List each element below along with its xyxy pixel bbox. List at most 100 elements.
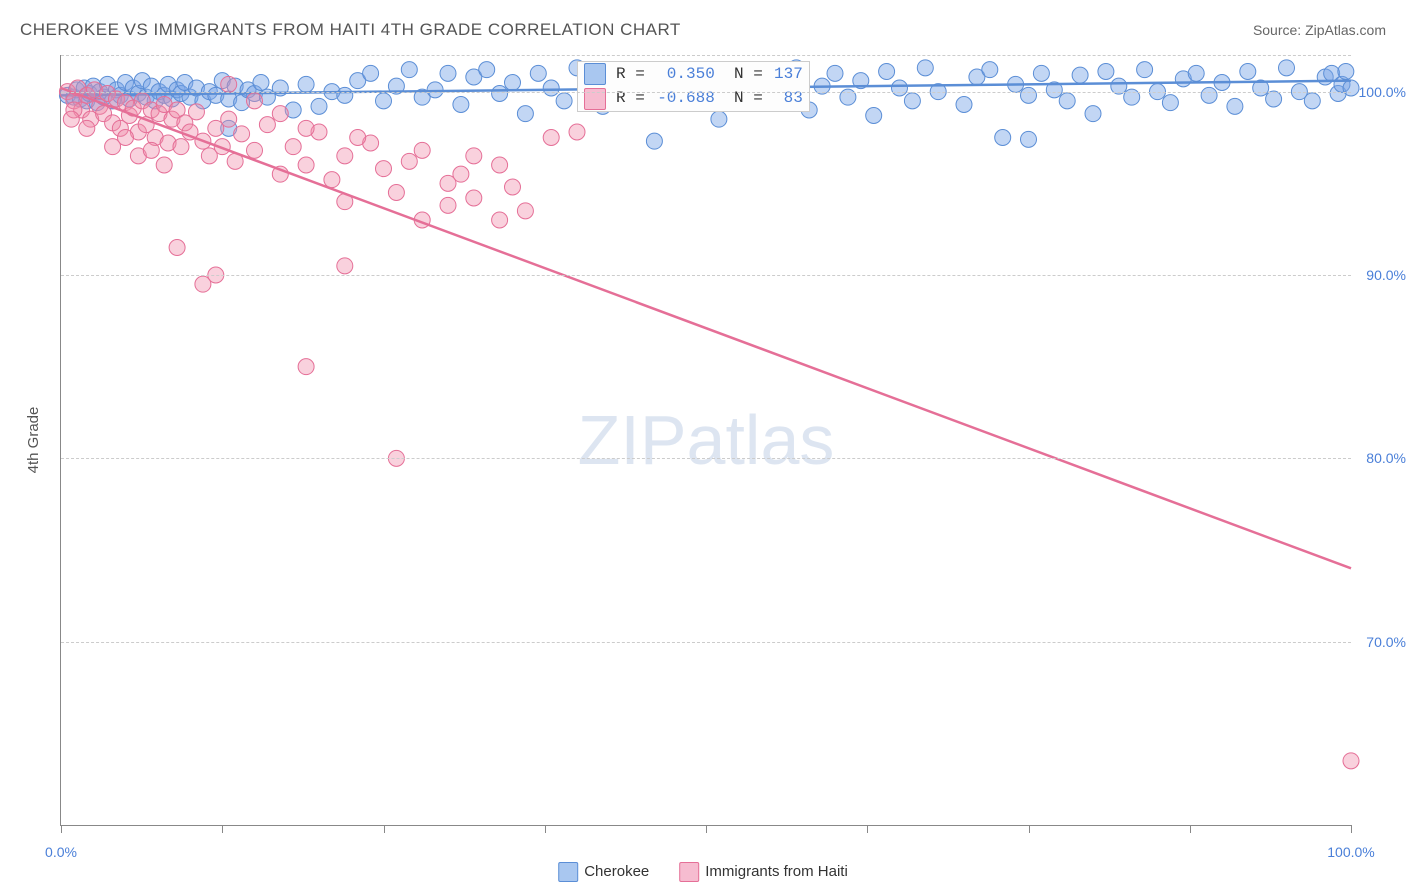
n-label: N = xyxy=(715,63,763,85)
x-tick-label: 0.0% xyxy=(45,844,77,860)
data-point xyxy=(272,106,288,122)
data-point xyxy=(1304,93,1320,109)
data-point xyxy=(376,93,392,109)
data-point xyxy=(556,93,572,109)
data-point xyxy=(1085,106,1101,122)
stats-row: R = 0.350 N = 137 xyxy=(578,62,809,86)
data-point xyxy=(1227,98,1243,114)
data-point xyxy=(298,76,314,92)
x-tick-label: 100.0% xyxy=(1327,844,1374,860)
data-point xyxy=(401,62,417,78)
data-point xyxy=(337,148,353,164)
data-point xyxy=(866,108,882,124)
data-point xyxy=(311,98,327,114)
bottom-legend: Cherokee Immigrants from Haiti xyxy=(558,862,848,882)
y-tick-label: 100.0% xyxy=(1359,84,1406,100)
r-label: R = xyxy=(616,63,645,85)
data-point xyxy=(169,240,185,256)
data-point xyxy=(517,203,533,219)
n-value: 137 xyxy=(763,63,803,85)
data-point xyxy=(956,97,972,113)
data-point xyxy=(247,93,263,109)
r-value: 0.350 xyxy=(645,63,715,85)
data-point xyxy=(492,86,508,102)
x-tick xyxy=(384,825,385,833)
x-tick xyxy=(867,825,868,833)
y-tick-label: 90.0% xyxy=(1366,267,1406,283)
data-point xyxy=(892,80,908,96)
data-point xyxy=(1021,131,1037,147)
legend-label: Immigrants from Haiti xyxy=(705,863,848,880)
data-point xyxy=(1059,93,1075,109)
chart-svg xyxy=(61,55,1351,825)
gridline xyxy=(61,92,1351,93)
data-point xyxy=(1240,64,1256,80)
trend-line xyxy=(61,88,1351,568)
gridline xyxy=(61,55,1351,56)
data-point xyxy=(440,197,456,213)
legend-swatch xyxy=(558,862,578,882)
data-point xyxy=(995,130,1011,146)
data-point xyxy=(904,93,920,109)
data-point xyxy=(221,76,237,92)
gridline xyxy=(61,458,1351,459)
data-point xyxy=(1021,87,1037,103)
data-point xyxy=(63,111,79,127)
x-tick xyxy=(1029,825,1030,833)
gridline xyxy=(61,642,1351,643)
y-axis-label: 4th Grade xyxy=(25,407,42,474)
data-point xyxy=(1343,80,1359,96)
data-point xyxy=(363,65,379,81)
data-point xyxy=(376,161,392,177)
data-point xyxy=(1188,65,1204,81)
legend-item: Immigrants from Haiti xyxy=(679,862,848,882)
chart-container: CHEROKEE VS IMMIGRANTS FROM HAITI 4TH GR… xyxy=(0,0,1406,892)
data-point xyxy=(879,64,895,80)
x-tick xyxy=(545,825,546,833)
data-point xyxy=(247,142,263,158)
data-point xyxy=(827,65,843,81)
series-swatch xyxy=(584,63,606,85)
x-tick xyxy=(1190,825,1191,833)
source-label: Source: ZipAtlas.com xyxy=(1253,22,1386,38)
data-point xyxy=(466,190,482,206)
data-point xyxy=(1201,87,1217,103)
data-point xyxy=(453,166,469,182)
data-point xyxy=(401,153,417,169)
x-tick xyxy=(706,825,707,833)
data-point xyxy=(253,75,269,91)
data-point xyxy=(982,62,998,78)
data-point xyxy=(324,172,340,188)
data-point xyxy=(492,212,508,228)
data-point xyxy=(1266,91,1282,107)
data-point xyxy=(298,359,314,375)
data-point xyxy=(350,130,366,146)
stats-row: R = -0.688 N = 83 xyxy=(578,86,809,110)
legend-label: Cherokee xyxy=(584,863,649,880)
stats-legend-box: R = 0.350 N = 137R = -0.688 N = 83 xyxy=(577,61,810,112)
data-point xyxy=(143,142,159,158)
data-point xyxy=(337,87,353,103)
data-point xyxy=(492,157,508,173)
x-tick xyxy=(61,825,62,833)
data-point xyxy=(505,179,521,195)
chart-title: CHEROKEE VS IMMIGRANTS FROM HAITI 4TH GR… xyxy=(20,20,681,40)
data-point xyxy=(530,65,546,81)
data-point xyxy=(543,80,559,96)
legend-item: Cherokee xyxy=(558,862,649,882)
data-point xyxy=(188,104,204,120)
gridline xyxy=(61,275,1351,276)
data-point xyxy=(79,120,95,136)
data-point xyxy=(479,62,495,78)
data-point xyxy=(298,157,314,173)
data-point xyxy=(1072,67,1088,83)
data-point xyxy=(505,75,521,91)
data-point xyxy=(173,139,189,155)
data-point xyxy=(414,142,430,158)
data-point xyxy=(1343,753,1359,769)
data-point xyxy=(156,157,172,173)
legend-swatch xyxy=(679,862,699,882)
data-point xyxy=(1098,64,1114,80)
data-point xyxy=(1279,60,1295,76)
data-point xyxy=(1162,95,1178,111)
